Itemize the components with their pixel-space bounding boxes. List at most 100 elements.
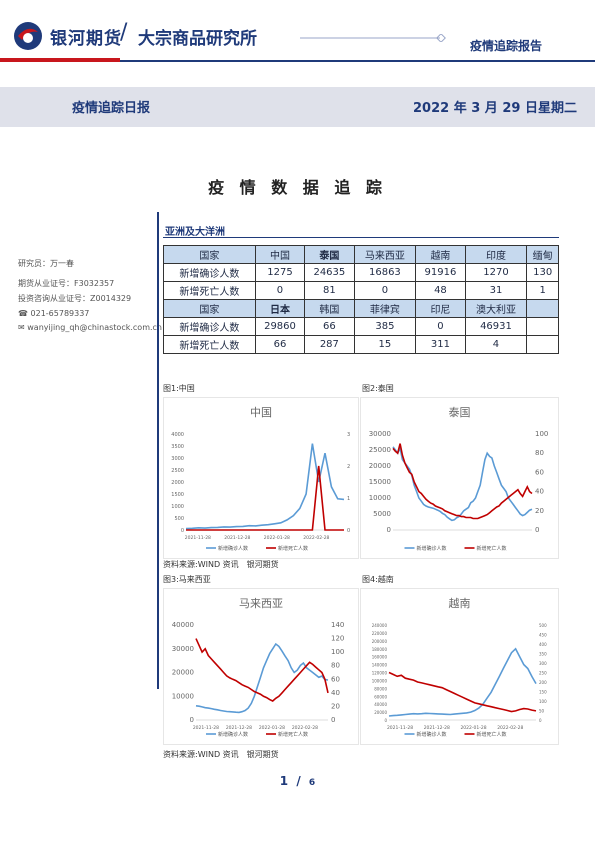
y-tick-label: 25000 — [369, 446, 391, 454]
y-tick-label: 220000 — [372, 631, 388, 636]
thailand-chart: 泰国 0 5000 10000 15000 20000 25000 30000 0 20 40 60 8… — [360, 397, 559, 559]
table-cell: 韩国 — [304, 299, 355, 318]
table-cell: 0 — [415, 317, 466, 336]
table-cell — [526, 299, 559, 318]
x-tick-label: 2021-12-28 — [226, 725, 252, 731]
chart-title: 越南 — [449, 596, 471, 610]
header-divider: / — [120, 20, 128, 45]
y2-tick-label: 50 — [539, 709, 545, 714]
legend-label-deaths: 新增死亡人数 — [278, 731, 308, 738]
y-tick-label: 2000 — [171, 480, 184, 486]
y2-tick-label: 150 — [539, 690, 547, 695]
y2-tick-label: 0 — [347, 528, 350, 534]
table-cell — [526, 317, 559, 336]
y2-tick-label: 40 — [331, 689, 340, 697]
legend-label-cases: 新增确诊人数 — [417, 545, 447, 552]
x-tick-label: 2021-12-28 — [424, 725, 450, 731]
email-address[interactable]: wanyijing_qh@chinastock.com.cn — [27, 323, 162, 332]
page-indicator: 1 / 6 — [0, 774, 595, 788]
page-current: 1 — [279, 774, 289, 788]
y2-tick-label: 20 — [331, 702, 340, 710]
y-tick-label: 3000 — [171, 456, 184, 462]
y-tick-label: 60000 — [374, 694, 387, 699]
legend-label-cases: 新增确诊人数 — [218, 545, 248, 552]
x-tick-label: 2022-01-28 — [264, 535, 290, 541]
table-row: 新增死亡人数 66 287 15 311 4 — [163, 335, 559, 354]
table-row: 新增确诊人数 29860 66 385 0 46931 — [163, 317, 559, 336]
table-cell: 澳大利亚 — [464, 299, 528, 318]
vietnam-chart: 越南 0 20000 40000 60000 80000 100000 120000 14000… — [360, 588, 559, 745]
y-tick-label: 30000 — [369, 430, 391, 438]
daily-report-title: 疫情追踪日报 — [72, 101, 151, 116]
table-cell: 81 — [304, 281, 355, 300]
cases-line — [388, 647, 537, 717]
header-decoration — [300, 34, 446, 42]
y2-tick-label: 40 — [535, 488, 544, 496]
y2-tick-label: 0 — [331, 716, 335, 724]
y-tick-label: 160000 — [372, 655, 388, 660]
y2-tick-label: 200 — [539, 680, 547, 685]
table-row: 国家 中国 泰国 马来西亚 越南 印度 缅甸 — [163, 245, 559, 264]
deaths-line — [195, 638, 329, 702]
table-cell: 1270 — [464, 263, 528, 282]
table-cell: 66 — [254, 335, 306, 354]
x-tick-label: 2022-02-28 — [292, 725, 318, 731]
figure-label: 图1:中国 — [163, 384, 195, 393]
table-cell: 菲律宾 — [353, 299, 417, 318]
y-tick-label: 20000 — [374, 710, 387, 715]
table-cell: 印尼 — [415, 299, 466, 318]
y2-tick-label: 450 — [539, 633, 547, 638]
y-tick-label: 20000 — [172, 669, 194, 677]
table-cell: 31 — [464, 281, 528, 300]
title-band — [0, 87, 595, 127]
futures-license: 期货从业证号：F3032357 — [18, 279, 115, 288]
table-cell: 泰国 — [304, 245, 355, 264]
deaths-line — [392, 443, 533, 520]
cases-line — [195, 642, 329, 714]
y-tick-label: 0 — [190, 716, 194, 724]
header-rule — [0, 60, 595, 62]
y2-tick-label: 140 — [331, 621, 344, 629]
y2-tick-label: 2 — [347, 464, 350, 470]
page-title: 疫 情 数 据 追 踪 — [208, 178, 387, 197]
table-cell: 48 — [415, 281, 466, 300]
figure-label: 图2:泰国 — [362, 384, 394, 393]
table-cell: 1 — [526, 281, 559, 300]
y-tick-label: 120000 — [372, 671, 388, 676]
table-cell: 马来西亚 — [353, 245, 417, 264]
legend-label-cases: 新增确诊人数 — [417, 731, 447, 738]
x-tick-label: 2021-11-28 — [387, 725, 413, 731]
table-row: 新增确诊人数 1275 24635 16863 91916 1270 130 — [163, 263, 559, 282]
table-cell: 15 — [353, 335, 417, 354]
table-cell: 新增确诊人数 — [163, 263, 256, 282]
chart-title: 中国 — [250, 406, 272, 419]
y2-tick-label: 250 — [539, 671, 547, 676]
table-cell: 0 — [353, 281, 417, 300]
x-tick-label: 2022-01-28 — [259, 725, 285, 731]
chart-title: 泰国 — [449, 405, 471, 419]
x-tick-label: 2022-02-28 — [303, 535, 329, 541]
page-total: 6 — [308, 778, 316, 788]
table-cell: 66 — [304, 317, 355, 336]
table-cell — [526, 335, 559, 354]
table-cell: 24635 — [304, 263, 355, 282]
y-tick-label: 30000 — [172, 645, 194, 653]
malaysia-chart: 马来西亚 0 10000 20000 30000 40000 0 20 40 60 80 100 120… — [163, 588, 359, 745]
report-date: 2022 年 3 月 29 日星期二 — [413, 101, 577, 116]
table-cell: 29860 — [254, 317, 306, 336]
china-chart: 中国 0 500 1000 1500 2000 2500 3000 3500 4000 0 1 2 3 20… — [163, 397, 359, 559]
table-cell: 缅甸 — [526, 245, 559, 264]
email-icon: ✉ — [18, 323, 25, 332]
section-rule — [163, 237, 559, 238]
table-cell: 新增死亡人数 — [163, 281, 256, 300]
y2-tick-label: 20 — [535, 507, 544, 515]
x-tick-label: 2021-12-28 — [224, 535, 250, 541]
covid-table: 国家 中国 泰国 马来西亚 越南 印度 缅甸 新增确诊人数 1275 24635… — [163, 245, 559, 354]
table-cell: 国家 — [163, 299, 256, 318]
table-cell: 287 — [304, 335, 355, 354]
y-tick-label: 200000 — [372, 639, 388, 644]
y2-tick-label: 3 — [347, 432, 350, 438]
table-cell: 385 — [353, 317, 417, 336]
table-cell: 16863 — [353, 263, 417, 282]
table-cell: 1275 — [254, 263, 306, 282]
